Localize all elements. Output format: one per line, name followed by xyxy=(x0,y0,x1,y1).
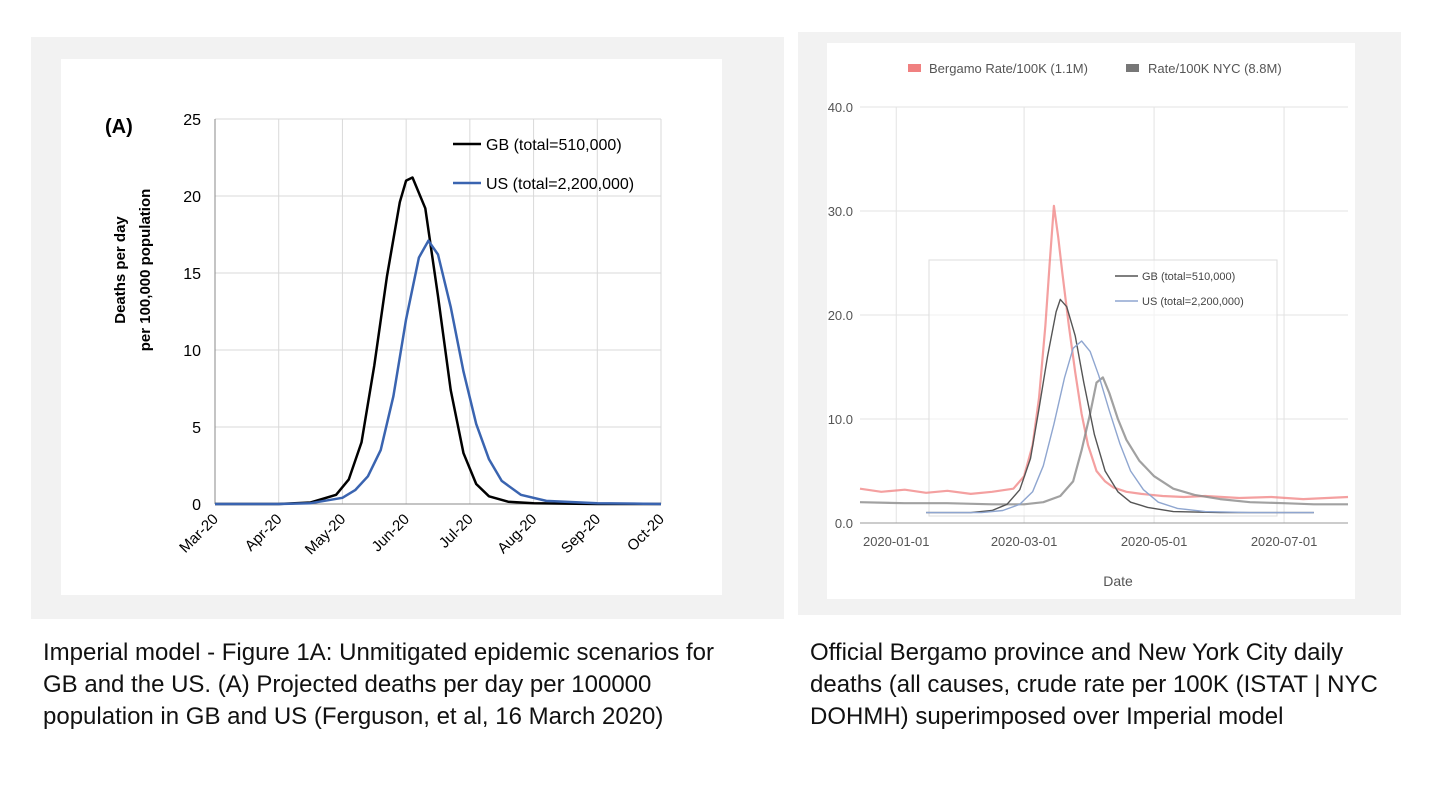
ylabel-line1: Deaths per day xyxy=(112,216,129,324)
imperial-chart-background xyxy=(61,59,722,595)
y-tick-label: 5 xyxy=(192,420,201,437)
series-line-model-us xyxy=(926,340,1314,514)
x-tick-label: 2020-01-01 xyxy=(863,534,930,549)
bergamo-nyc-axes: 0.0 10.0 20.0 30.0 40.0 2020-01-01 2020-03-01 2… xyxy=(828,100,1348,549)
legend-label-bergamo: Bergamo Rate/100K (1.1M) xyxy=(929,61,1088,76)
legend-label-gb: GB (total=510,000) xyxy=(486,137,622,154)
legend-swatch-bergamo xyxy=(908,64,921,72)
overlay-legend-label-us: US (total=2,200,000) xyxy=(1142,296,1244,308)
imperial-caption: Imperial model - Figure 1A: Unmitigated … xyxy=(43,639,714,730)
legend-label-nyc: Rate/100K NYC (8.8M) xyxy=(1148,61,1282,76)
y-tick-label: 30.0 xyxy=(828,204,853,219)
y-tick-label: 25 xyxy=(183,112,201,129)
panel-label: (A) xyxy=(105,116,133,138)
x-tick-label: 2020-05-01 xyxy=(1121,534,1188,549)
series-line-gb xyxy=(215,176,661,506)
imperial-ylabel: Deaths per day per 100,000 population xyxy=(112,189,154,352)
y-tick-label: 10 xyxy=(183,343,201,360)
legend-label-us: US (total=2,200,000) xyxy=(486,176,634,193)
imperial-legend: GB (total=510,000) US (total=2,200,000) xyxy=(453,137,634,193)
bergamo-nyc-chart-panel: 0.0 10.0 20.0 30.0 40.0 2020-01-01 2020-03-01 2… xyxy=(798,32,1401,615)
bergamo-nyc-series xyxy=(859,204,1349,514)
imperial-series xyxy=(215,176,662,506)
y-tick-label: 20.0 xyxy=(828,308,853,323)
legend-swatch-nyc xyxy=(1126,64,1139,72)
overlay-legend: GB (total=510,000) US (total=2,200,000) xyxy=(1115,271,1244,308)
bergamo-nyc-caption: Official Bergamo province and New York C… xyxy=(810,639,1378,730)
imperial-chart-panel: 0 5 10 15 20 25 Mar-20 Apr-20 May-20 Jun-20 Jul-20… xyxy=(31,37,784,619)
y-tick-label: 15 xyxy=(183,266,201,283)
x-tick-label: 2020-07-01 xyxy=(1251,534,1318,549)
series-line-us xyxy=(215,239,662,506)
y-tick-label: 0 xyxy=(192,497,201,514)
y-tick-label: 40.0 xyxy=(828,100,853,115)
y-tick-label: 20 xyxy=(183,189,201,206)
bergamo-nyc-legend: Bergamo Rate/100K (1.1M) Rate/100K NYC (… xyxy=(908,61,1282,76)
overlay-legend-label-gb: GB (total=510,000) xyxy=(1142,271,1235,283)
xlabel: Date xyxy=(1103,573,1133,589)
y-tick-label: 0.0 xyxy=(835,516,853,531)
x-tick-label: 2020-03-01 xyxy=(991,534,1058,549)
series-line-model-gb xyxy=(926,298,1314,514)
y-tick-label: 10.0 xyxy=(828,412,853,427)
bergamo-nyc-chart: 0.0 10.0 20.0 30.0 40.0 2020-01-01 2020-03-01 2… xyxy=(827,43,1355,599)
ylabel-line2: per 100,000 population xyxy=(137,189,154,352)
series-line-bergamo xyxy=(859,204,1349,501)
